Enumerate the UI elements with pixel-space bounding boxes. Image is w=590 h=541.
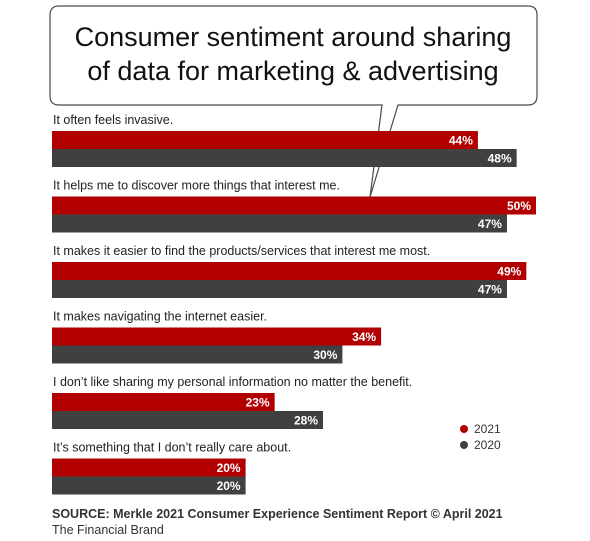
bar-2021	[52, 393, 275, 411]
data-label: 23%	[246, 396, 270, 410]
data-label: 44%	[449, 134, 473, 148]
bar-2020	[52, 411, 324, 429]
category-label: It makes navigating the internet easier.	[53, 310, 267, 324]
data-label: 47%	[478, 283, 502, 297]
category-label: It often feels invasive.	[53, 113, 173, 127]
bar-2020	[52, 214, 507, 233]
data-label: 49%	[497, 265, 521, 279]
bar-2020	[52, 476, 246, 495]
data-label: 20%	[217, 479, 241, 493]
legend-marker-2020	[460, 441, 468, 449]
chart-title-line: Consumer sentiment around sharing	[75, 22, 512, 52]
bar-2021	[52, 458, 246, 477]
source-footer: SOURCE: Merkle 2021 Consumer Experience …	[52, 506, 503, 538]
bar-2020	[52, 280, 507, 298]
data-label: 48%	[488, 152, 512, 166]
category-label: It’s something that I don’t really care …	[53, 441, 291, 455]
source-text: Merkle 2021 Consumer Experience Sentimen…	[109, 507, 503, 521]
category-label: I don’t like sharing my personal informa…	[53, 375, 412, 389]
chart-title-line: of data for marketing & advertising	[87, 56, 498, 86]
bar-2020	[52, 149, 517, 167]
legend-label: 2020	[474, 438, 501, 452]
bar-2020	[52, 345, 343, 364]
data-label: 47%	[478, 217, 502, 231]
category-label: It helps me to discover more things that…	[53, 179, 340, 193]
bar-2021	[52, 196, 536, 215]
data-label: 28%	[294, 414, 318, 428]
data-label: 30%	[313, 348, 337, 362]
bar-2021	[52, 131, 478, 149]
bar-2021	[52, 327, 382, 346]
legend-label: 2021	[474, 422, 501, 436]
source-line: SOURCE: Merkle 2021 Consumer Experience …	[52, 506, 503, 522]
data-label: 20%	[217, 461, 241, 475]
data-label: 34%	[352, 330, 376, 344]
data-label: 50%	[507, 199, 531, 213]
legend-marker-2021	[460, 425, 468, 433]
source-prefix: SOURCE:	[52, 507, 110, 521]
brand-line: The Financial Brand	[52, 523, 164, 537]
bar-2021	[52, 262, 527, 280]
category-label: It makes it easier to find the products/…	[53, 244, 430, 258]
